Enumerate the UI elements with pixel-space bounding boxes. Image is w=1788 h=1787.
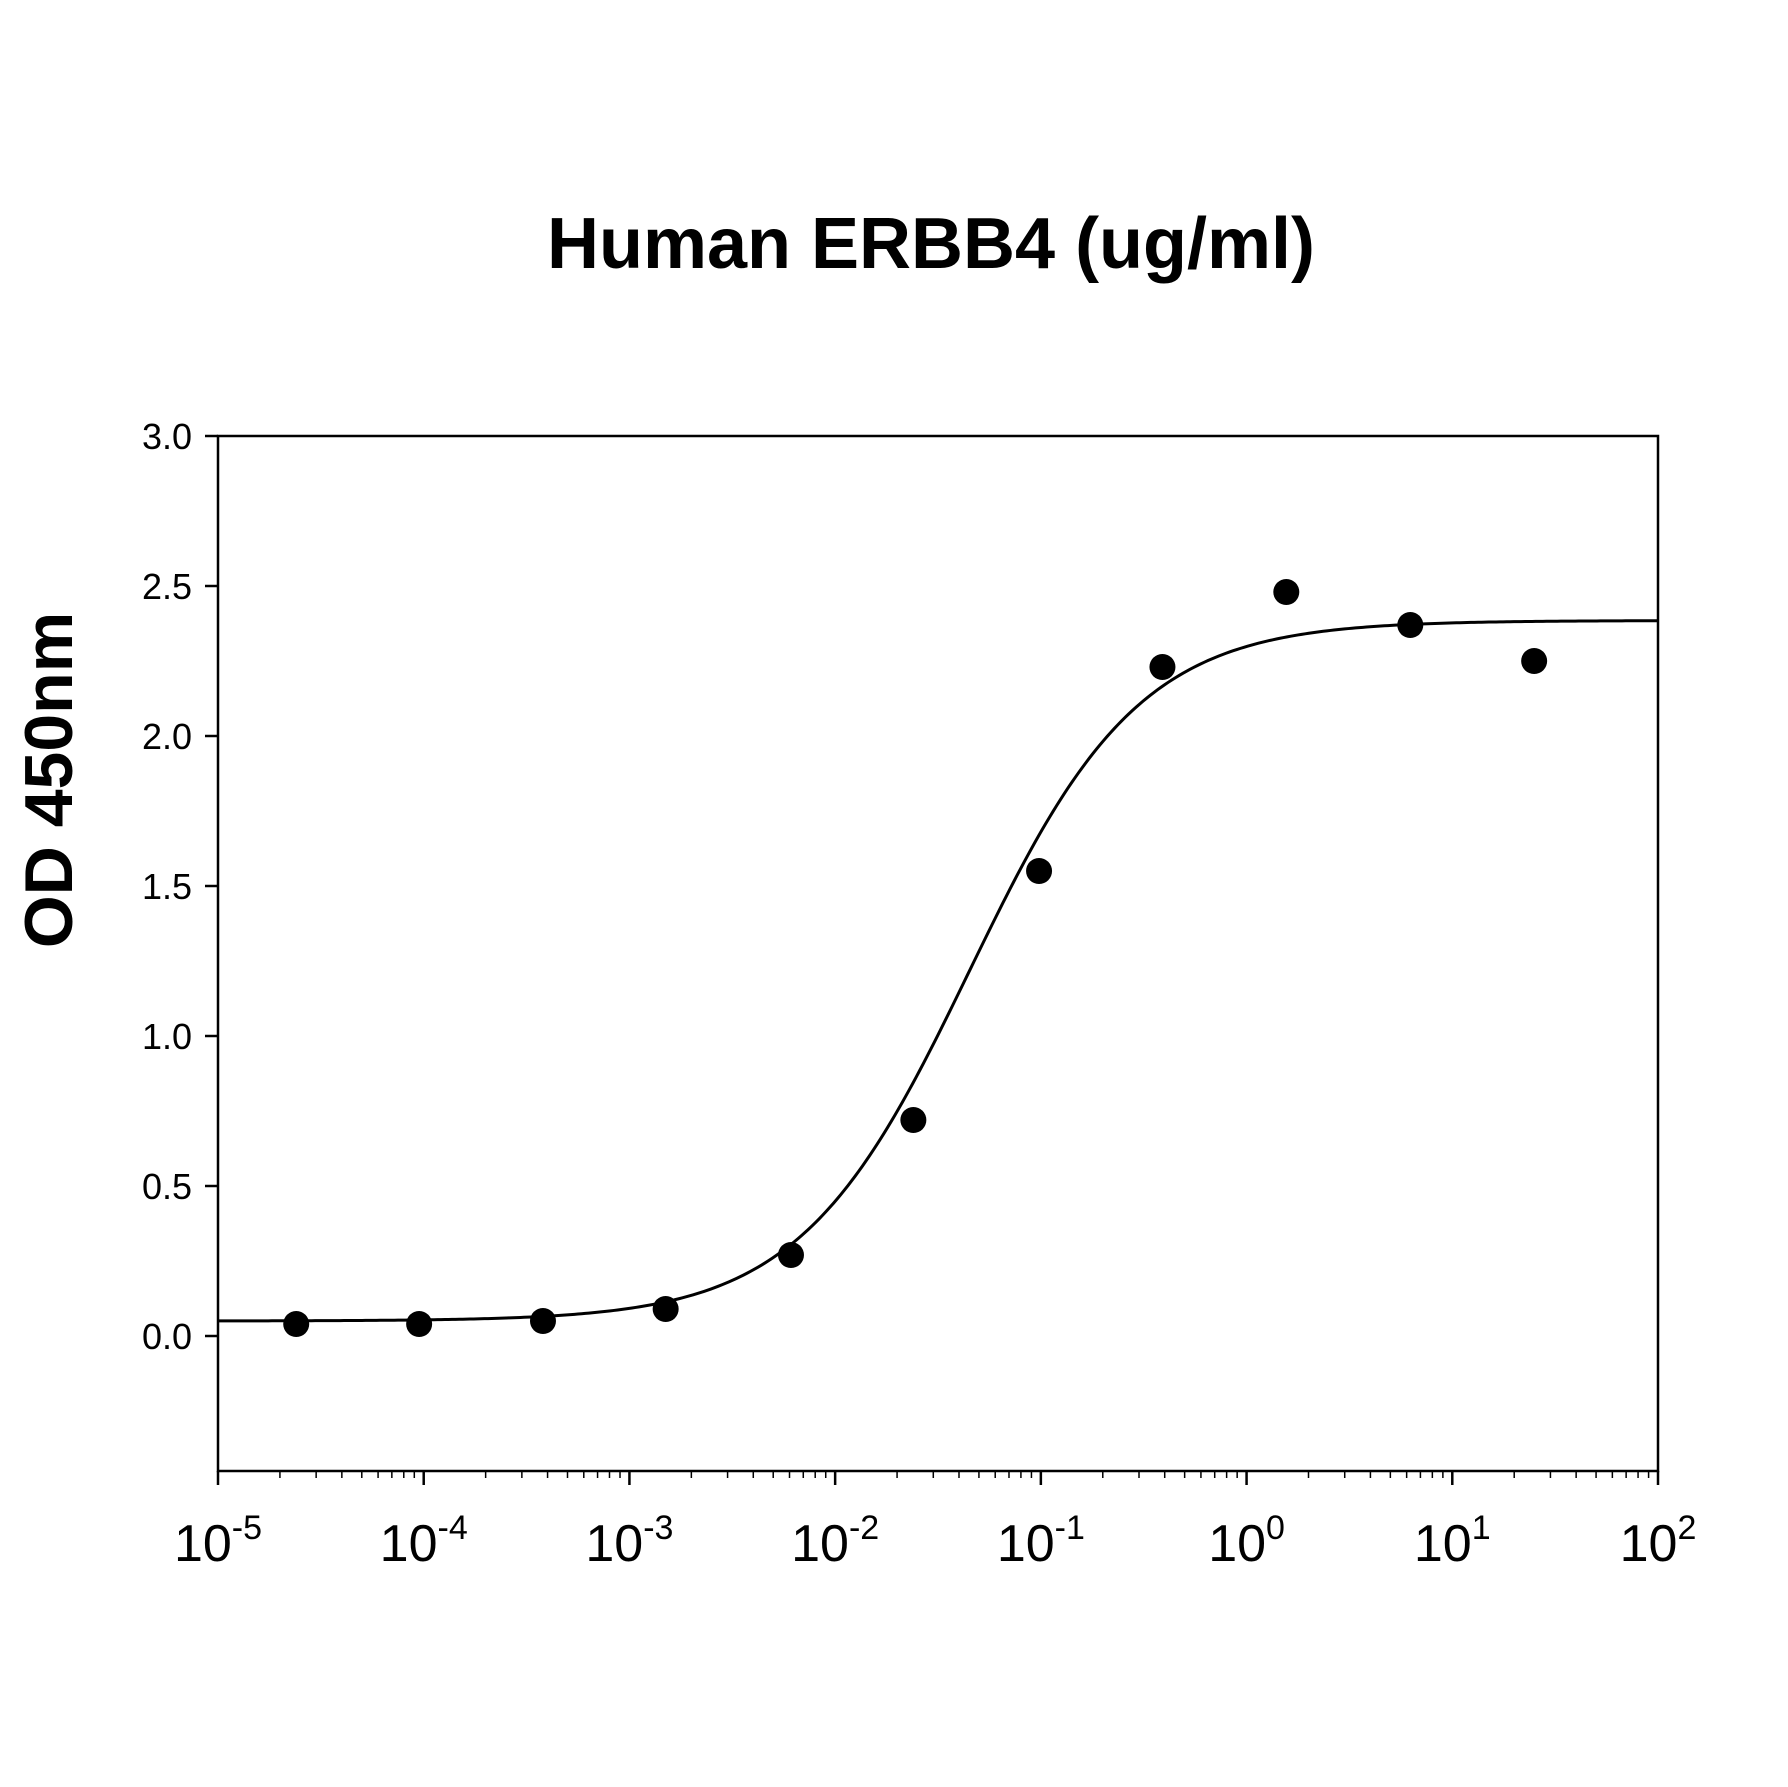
plot-frame — [216, 434, 1660, 1473]
y-tick-label: 0.5 — [142, 1166, 192, 1207]
y-tick-label: 2.0 — [142, 716, 192, 757]
data-point — [529, 1308, 556, 1334]
fit-curve-group — [217, 619, 1659, 1323]
y-axis-ticks: 0.0 0.5 1.0 1.5 2.0 2.5 3.0 — [142, 416, 218, 1357]
data-point — [1273, 579, 1300, 605]
x-tick-label: 10-1 — [997, 1509, 1085, 1573]
x-tick-label: 10-3 — [585, 1509, 673, 1573]
y-tick-label: 3.0 — [142, 416, 192, 457]
axes-frame — [216, 434, 1660, 1473]
x-tick-label: 102 — [1620, 1509, 1697, 1573]
y-axis-label: OD 450nm — [11, 612, 87, 948]
x-tick-label: 100 — [1208, 1509, 1285, 1573]
data-points — [283, 579, 1548, 1337]
fit-curve — [217, 619, 1659, 1323]
x-tick-label: 10-5 — [174, 1509, 262, 1573]
data-point — [1026, 858, 1053, 884]
data-point — [900, 1107, 927, 1133]
data-point — [1521, 648, 1548, 674]
x-tick-label: 10-4 — [380, 1509, 468, 1573]
data-point — [406, 1311, 433, 1337]
data-point — [283, 1311, 310, 1337]
x-tick-label: 101 — [1414, 1509, 1491, 1573]
chart-title: Human ERBB4 (ug/ml) — [547, 204, 1315, 284]
data-point — [652, 1296, 679, 1322]
x-axis-ticks: 10-5 10-4 10-3 10-2 10-1 100 101 102 — [174, 1471, 1696, 1573]
y-tick-label: 1.0 — [142, 1016, 192, 1057]
data-point — [1149, 654, 1176, 680]
x-tick-label: 10-2 — [791, 1509, 879, 1573]
data-point — [1397, 612, 1424, 638]
y-tick-label: 0.0 — [142, 1316, 192, 1357]
y-tick-label: 1.5 — [142, 866, 192, 907]
y-tick-label: 2.5 — [142, 566, 192, 607]
data-point — [777, 1242, 804, 1268]
